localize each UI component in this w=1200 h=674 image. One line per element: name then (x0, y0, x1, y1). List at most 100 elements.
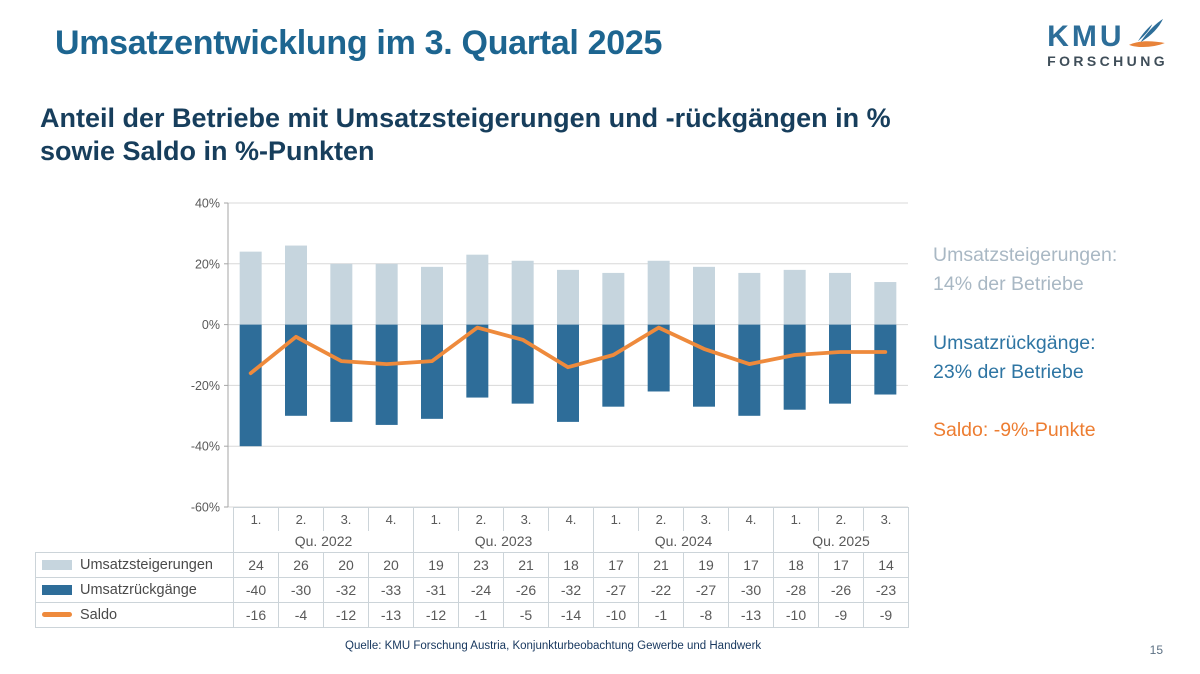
legend-bar-swatch (42, 560, 72, 570)
bar-Umsatzsteigerungen (421, 266, 443, 325)
value-cell: 14 (863, 552, 909, 578)
year-row: Qu. 2022 Qu. 2023 Qu. 2024 Qu. 2025 (36, 530, 909, 553)
bar-Umsatzrückgänge (647, 324, 670, 392)
annotation-line: Umsatzrückgänge: (933, 331, 1096, 354)
bar-Umsatzrückgänge (557, 324, 579, 422)
series-label: Saldo (80, 607, 118, 623)
chart-subtitle: Anteil der Betriebe mit Umsatzsteigerung… (40, 102, 891, 168)
bar-Umsatzsteigerungen (738, 272, 761, 325)
bar-Umsatzsteigerungen (557, 269, 579, 325)
annotation-line: 14% der Betriebe (933, 272, 1084, 295)
table-body: 1. 2. 3. 4. 1. 2. 3. 4. 1. 2. 3. 4. 1. 2. 3. Qu. 2022 Qu… (35, 507, 909, 628)
bar-Umsatzrückgänge (874, 324, 897, 395)
annotation-line: Saldo: -9%-Punkte (933, 419, 1096, 442)
value-cell: -26 (818, 577, 864, 603)
series-label: Umsatzsteigerungen (80, 557, 213, 573)
quarter-label: 3. (683, 507, 729, 531)
data-table: 1. 2. 3. 4. 1. 2. 3. 4. 1. 2. 3. 4. 1. 2. 3. Qu. 2022 Qu… (35, 507, 909, 628)
value-cell: 21 (503, 552, 549, 578)
annotation-saldo: Saldo: -9%-Punkte (933, 416, 1117, 445)
bar-Umsatzrückgänge (239, 324, 262, 447)
value-cell: 18 (548, 552, 594, 578)
annotation-umsatzsteigerungen: Umsatzsteigerungen: 14% der Betriebe (933, 241, 1117, 299)
value-cell: 20 (368, 552, 414, 578)
bar-Umsatzsteigerungen (330, 263, 353, 325)
value-cell: -13 (368, 602, 414, 628)
value-cell: 17 (728, 552, 774, 578)
subtitle-line-2: sowie Saldo in %-Punkten (40, 135, 375, 166)
value-cell: -1 (458, 602, 504, 628)
value-cell: -12 (323, 602, 369, 628)
bar-Umsatzsteigerungen (239, 251, 262, 325)
bar-Umsatzrückgänge (738, 324, 761, 416)
quarter-label: 2. (278, 507, 324, 531)
value-cell: 19 (413, 552, 459, 578)
annotations: Umsatzsteigerungen: 14% der Betriebe Ums… (933, 241, 1117, 475)
bar-Umsatzrückgänge (829, 324, 851, 404)
value-cell: -10 (773, 602, 819, 628)
series-label: Umsatzrückgänge (80, 582, 197, 598)
table-corner (36, 508, 234, 553)
value-cell: -12 (413, 602, 459, 628)
quarter-label: 1. (233, 507, 279, 531)
value-cell: -1 (638, 602, 684, 628)
quarter-label: 4. (548, 507, 594, 531)
value-cell: -5 (503, 602, 549, 628)
bar-Umsatzsteigerungen (466, 254, 489, 325)
legend-bar-swatch (42, 585, 72, 595)
bar-Umsatzrückgänge (783, 324, 806, 410)
value-cell: -30 (728, 577, 774, 603)
page-title: Umsatzentwicklung im 3. Quartal 2025 (55, 24, 663, 62)
quarter-label: 1. (413, 507, 459, 531)
annotation-umsatzrueckgaenge: Umsatzrückgänge: 23% der Betriebe (933, 329, 1117, 387)
subtitle-line-1: Anteil der Betriebe mit Umsatzsteigerung… (40, 103, 891, 133)
annotation-line: 23% der Betriebe (933, 360, 1084, 383)
quarter-row: 1. 2. 3. 4. 1. 2. 3. 4. 1. 2. 3. 4. 1. 2. 3. (36, 507, 909, 531)
bar-Umsatzsteigerungen (285, 245, 307, 325)
bar-Umsatzrückgänge (693, 324, 715, 407)
y-axis-label: -40% (191, 440, 220, 454)
value-cell: -27 (683, 577, 729, 603)
value-cell: -22 (638, 577, 684, 603)
value-cell: -32 (548, 577, 594, 603)
bar-Umsatzsteigerungen (693, 266, 715, 325)
y-axis-label: -60% (191, 501, 220, 515)
value-cell: 20 (323, 552, 369, 578)
y-axis-label: 0% (202, 318, 220, 332)
value-cell: -27 (593, 577, 639, 603)
value-cell: 19 (683, 552, 729, 578)
series-row-Umsatzsteigerungen: Umsatzsteigerungen 24 26 20 20 19 23 21 18 17 21 19… (35, 552, 909, 578)
data-table-wrap: 1. 2. 3. 4. 1. 2. 3. 4. 1. 2. 3. 4. 1. 2. 3. Qu. 2022 Qu… (35, 507, 909, 628)
year-label: Qu. 2023 (413, 530, 594, 553)
quarter-label: 2. (818, 507, 864, 531)
quarter-label: 3. (503, 507, 549, 531)
value-cell: -13 (728, 602, 774, 628)
bar-Umsatzsteigerungen (602, 272, 625, 325)
quarter-label: 2. (458, 507, 504, 531)
value-cell: 17 (593, 552, 639, 578)
value-cell: -10 (593, 602, 639, 628)
y-axis-label: 40% (195, 197, 220, 211)
value-cell: 24 (233, 552, 279, 578)
annotation-line: Umsatzsteigerungen: (933, 244, 1118, 266)
bar-Umsatzrückgänge (285, 324, 307, 416)
value-cell: -31 (413, 577, 459, 603)
quarter-label: 3. (323, 507, 369, 531)
bar-Umsatzrückgänge (421, 324, 443, 419)
series-legend: Umsatzrückgänge (35, 577, 234, 603)
value-cell: -33 (368, 577, 414, 603)
quarter-label: 1. (593, 507, 639, 531)
value-cell: -30 (278, 577, 324, 603)
series-legend: Umsatzsteigerungen (35, 552, 234, 578)
value-cell: -32 (323, 577, 369, 603)
bar-Umsatzrückgänge (602, 324, 625, 407)
quarter-label: 4. (728, 507, 774, 531)
bar-Umsatzsteigerungen (647, 260, 670, 325)
source-note: Quelle: KMU Forschung Austria, Konjunktu… (345, 640, 762, 652)
value-cell: -26 (503, 577, 549, 603)
chart-svg: 40% 20% 0% -20% -40% -60% (191, 197, 908, 515)
kmu-logo: KMU FORSCHUNG (1047, 18, 1168, 69)
value-cell: 17 (818, 552, 864, 578)
series-row-Saldo: Saldo -16 -4 -12 -13 -12 -1 -5 -14 -10 -1 -8 -13 -10-… (35, 602, 909, 628)
value-cell: -8 (683, 602, 729, 628)
